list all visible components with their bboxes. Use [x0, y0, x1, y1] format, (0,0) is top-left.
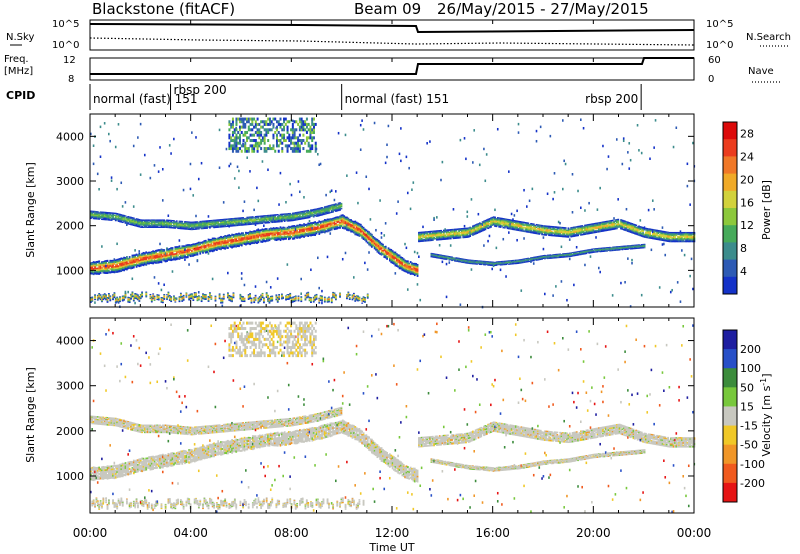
colorbar-cell	[723, 330, 737, 350]
time-tick-label: 08:00	[274, 526, 309, 540]
colorbar-cell	[723, 387, 737, 407]
power-ylabel: Slant Range [km]	[24, 162, 37, 258]
time-tick-label: 16:00	[475, 526, 510, 540]
nsky-tick-low: 10^0	[52, 40, 79, 51]
y-tick-label: 4000	[56, 335, 84, 348]
y-tick-label: 1000	[56, 470, 84, 483]
colorbar-cell	[723, 242, 737, 260]
colorbar-tick-label: -200	[740, 477, 765, 490]
colorbar-tick-label: 16	[740, 196, 754, 209]
colorbar-cell	[723, 139, 737, 157]
colorbar-tick-label: 50	[740, 381, 754, 394]
nave-tick-low: 0	[708, 74, 714, 85]
colorbar-cell	[723, 208, 737, 226]
power-colorbar-label: Power [dB]	[760, 180, 773, 240]
y-tick-label: 4000	[56, 130, 84, 143]
colorbar-cell	[723, 260, 737, 278]
colorbar-cell	[723, 464, 737, 484]
freq-label: Freq.	[4, 54, 29, 65]
beam-label: Beam 09	[354, 0, 421, 18]
velocity-colorbar: 200 100 50 15 -15 -50 -100 -200	[723, 330, 765, 503]
colorbar-tick-label: 200	[740, 343, 761, 356]
cpid-segment-label: normal (fast) 151	[345, 92, 449, 106]
colorbar-tick-label: 20	[740, 173, 754, 186]
nave-tick-high: 60	[708, 55, 721, 66]
freq-unit: [MHz]	[4, 66, 33, 77]
y-tick-label: 2000	[56, 220, 84, 233]
time-tick-label: 04:00	[173, 526, 208, 540]
nsearch-trace	[90, 38, 694, 45]
colorbar-cell	[723, 174, 737, 192]
colorbar-cell	[723, 349, 737, 369]
time-tick-label: 20:00	[576, 526, 611, 540]
radar-title: Blackstone (fitACF)	[92, 0, 235, 18]
power-panel: 1000 2000 3000 4000 Slant Range [km] 4 8 12 16…	[24, 114, 773, 308]
colorbar-cell	[723, 122, 737, 140]
colorbar-cell	[723, 156, 737, 174]
colorbar-cell	[723, 445, 737, 465]
colorbar-tick-label: -100	[740, 458, 765, 471]
colorbar-cell	[723, 225, 737, 243]
colorbar-tick-label: 4	[740, 265, 747, 278]
colorbar-cell	[723, 483, 737, 503]
power-colorbar: 4 8 12 16 20 24 28	[723, 122, 754, 295]
nsearch-label: N.Search	[746, 32, 791, 43]
cpid-segment-label: rbsp 200	[174, 83, 227, 97]
colorbar-tick-label: 24	[740, 150, 754, 163]
freq-tick-high: 12	[63, 55, 76, 66]
colorbar-cell	[723, 368, 737, 388]
colorbar-tick-label: 100	[740, 362, 761, 375]
y-tick-label: 3000	[56, 175, 84, 188]
y-tick-label: 2000	[56, 425, 84, 438]
time-tick-label: 00:00	[677, 526, 712, 540]
y-tick-label: 3000	[56, 380, 84, 393]
date-range: 26/May/2015 - 27/May/2015	[437, 0, 649, 18]
time-tick-label: 12:00	[375, 526, 410, 540]
cpid-segment-label: rbsp 200	[585, 92, 638, 106]
colorbar-tick-label: 15	[740, 400, 754, 413]
colorbar-tick-label: -15	[740, 420, 758, 433]
colorbar-cell	[723, 426, 737, 446]
colorbar-cell	[723, 277, 737, 295]
colorbar-cell	[723, 406, 737, 426]
time-axis-label: Time UT	[368, 541, 414, 554]
power-panel-frame	[90, 114, 694, 307]
colorbar-tick-label: 28	[740, 127, 754, 140]
y-tick-label: 1000	[56, 264, 84, 277]
power-echoes	[90, 118, 695, 309]
nsky-label: N.Sky	[6, 32, 34, 43]
nsearch-tick-low: 10^0	[706, 40, 733, 51]
velocity-panel-frame	[90, 318, 694, 513]
freq-tick-low: 8	[68, 74, 74, 85]
nave-label: Nave	[748, 66, 774, 77]
nsky-trace	[90, 24, 694, 32]
cpid-label: CPID	[6, 89, 35, 102]
colorbar-tick-label: 12	[740, 219, 754, 232]
velocity-panel: 1000 2000 3000 4000 Slant Range [km] 200 100…	[24, 318, 773, 513]
velocity-ylabel: Slant Range [km]	[24, 367, 37, 463]
nsky-tick-high: 10^5	[52, 19, 79, 30]
time-tick-label: 00:00	[73, 526, 108, 540]
velocity-echoes	[90, 322, 695, 514]
nsearch-tick-high: 10^5	[706, 19, 733, 30]
colorbar-tick-label: -50	[740, 439, 758, 452]
colorbar-tick-label: 8	[740, 242, 747, 255]
colorbar-cell	[723, 191, 737, 209]
velocity-colorbar-label: Velocity [m s-1]	[759, 373, 773, 456]
